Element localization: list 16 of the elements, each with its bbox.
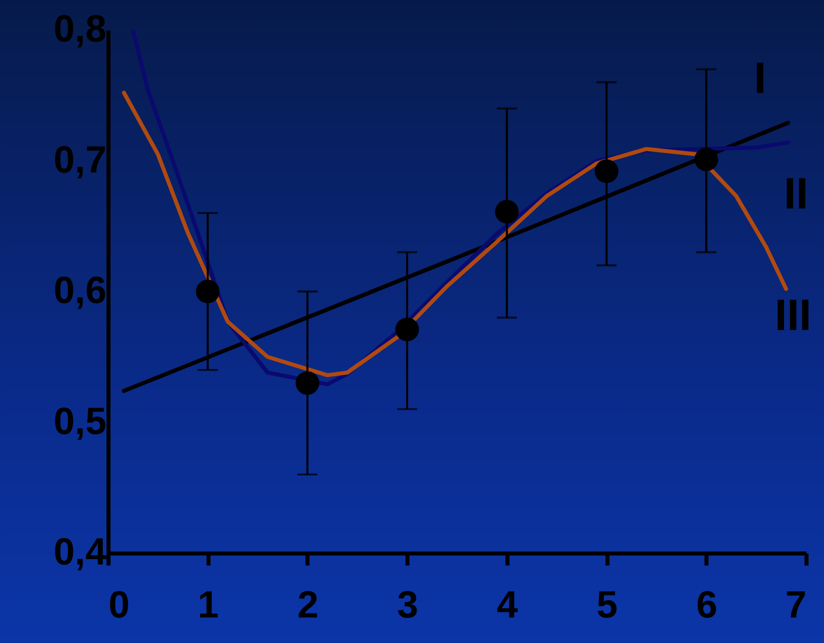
- x-tick-label: 3: [397, 584, 418, 626]
- series-label: III: [774, 290, 812, 340]
- x-tick-label: 7: [785, 584, 806, 626]
- x-tick-label: 1: [198, 584, 219, 626]
- x-tick-label: 6: [696, 584, 718, 626]
- x-tick-label: 4: [496, 584, 518, 626]
- y-tick-label: 0,7: [54, 139, 106, 182]
- series-label: I: [754, 54, 766, 103]
- y-tick-label: 0,6: [54, 270, 106, 312]
- y-tick-label: 0,4: [54, 532, 106, 574]
- series-label: II: [784, 169, 808, 218]
- y-tick-label: 0,5: [54, 400, 106, 443]
- x-tick-label: 0: [108, 584, 130, 626]
- x-tick-label: 2: [297, 584, 318, 626]
- x-tick-label: 5: [596, 584, 618, 626]
- y-tick-label: 0,8: [54, 8, 106, 50]
